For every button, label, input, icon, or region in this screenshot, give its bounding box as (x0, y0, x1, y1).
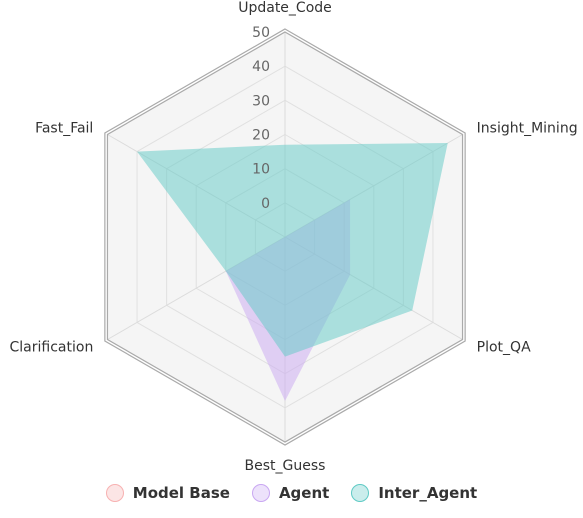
tick-layer: 0 10 20 30 40 50 (252, 25, 270, 212)
legend-label-inter-agent: Inter_Agent (378, 484, 478, 502)
series-layer (137, 143, 448, 401)
axis-label-fast-fail: Fast_Fail (35, 121, 93, 137)
legend-label-agent: Agent (278, 484, 330, 502)
tick-label-50: 50 (252, 25, 270, 41)
legend-swatch-agent (251, 484, 270, 502)
tick-label-40: 40 (252, 59, 270, 75)
legend-swatch-inter-agent (351, 484, 370, 502)
legend-label-model-base: Model Base (132, 484, 230, 502)
series-area-inter-agent[interactable] (137, 143, 448, 357)
tick-label-20: 20 (252, 128, 270, 144)
axis-label-plot-qa: Plot_QA (477, 340, 531, 356)
axis-label-update-code: Update_Code (238, 0, 332, 16)
radar-plot: 0 10 20 30 40 50 Update_Code Insight_Mining Plo… (10, 0, 578, 474)
legend-item-agent[interactable]: Agent (251, 484, 330, 502)
tick-label-30: 30 (252, 93, 270, 109)
legend-item-model-base[interactable]: Model Base (105, 484, 230, 502)
tick-label-0: 0 (261, 196, 270, 212)
axis-label-best-guess: Best_Guess (245, 458, 326, 474)
legend-item-inter-agent[interactable]: Inter_Agent (351, 484, 477, 502)
legend-swatch-model-base (105, 484, 124, 502)
axis-label-layer: Update_Code Insight_Mining Plot_QA Best_Gue… (10, 0, 578, 474)
tick-label-10: 10 (252, 162, 270, 178)
radar-border-0 (106, 31, 464, 443)
radar-border-1 (104, 28, 466, 446)
axis-label-insight-mining: Insight_Mining (477, 121, 578, 137)
legend: Model Base Agent Inter_Agent (0, 484, 583, 502)
axis-label-clarification: Clarification (10, 340, 94, 356)
